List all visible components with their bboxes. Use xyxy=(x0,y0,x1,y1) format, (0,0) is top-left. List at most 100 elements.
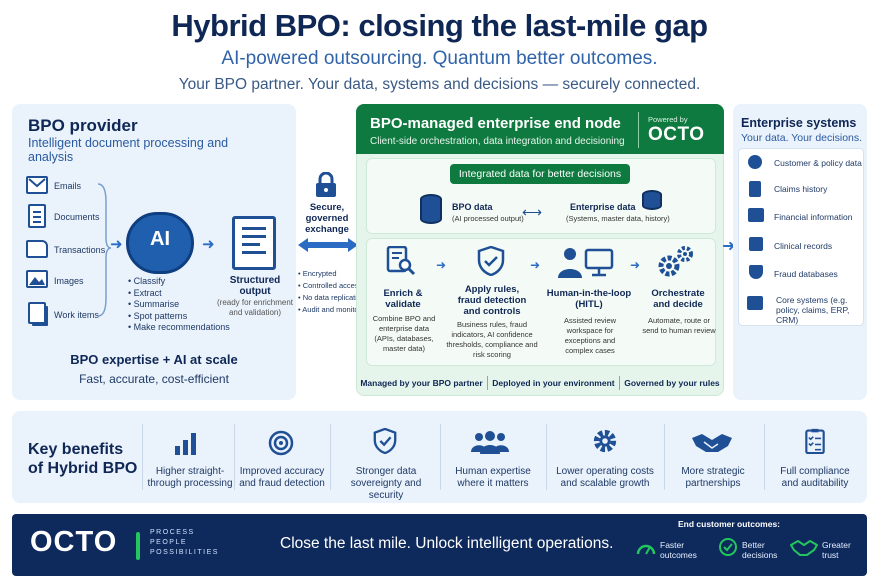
source-label-work-items: Work items xyxy=(54,310,99,320)
step-title-1: Enrich & validate xyxy=(383,288,423,310)
source-label-emails: Emails xyxy=(54,181,82,191)
bpo-provider-title: BPO provider xyxy=(28,116,138,135)
exchange-title: Secure, governed exchange xyxy=(305,202,349,235)
structured-output-doc-icon xyxy=(232,216,276,270)
document-icon xyxy=(28,204,46,228)
footer-managed: Managed by your BPO partner xyxy=(360,378,483,388)
stack-icon xyxy=(28,302,46,324)
outcome-item: Better decisions xyxy=(742,540,778,560)
step-title-2: Apply rules, fraud detection and control… xyxy=(457,284,527,317)
benefit-separator xyxy=(142,424,143,490)
ai-step: • Spot patterns xyxy=(128,310,188,321)
footer-deployed: Deployed in your environment xyxy=(492,378,615,388)
folder-icon xyxy=(26,240,48,258)
medical-plus-icon xyxy=(749,237,763,251)
benefit-separator xyxy=(234,424,235,490)
ai-step: • Classify xyxy=(128,276,166,286)
footer-bar xyxy=(12,514,867,576)
source-emails xyxy=(26,176,48,194)
tagline-line: PROCESS xyxy=(150,529,195,536)
tagline-line: POSSIBILITIES xyxy=(150,549,219,556)
benefit-text: Full compliance and auditability xyxy=(780,466,850,489)
ai-step: • Summarise xyxy=(128,299,180,309)
handshake-icon xyxy=(790,540,818,556)
bpo-data-title: BPO data xyxy=(452,202,493,212)
ai-steps-list: • Classify • Extract • Summarise • Spot … xyxy=(128,276,230,334)
page-tagline: Your BPO partner. Your data, systems and… xyxy=(178,76,701,93)
source-documents xyxy=(28,204,46,228)
footer-slogan: Close the last mile. Unlock intelligent … xyxy=(280,535,614,552)
footer-separator xyxy=(618,376,620,390)
arrow-to-ai-icon: ➜ xyxy=(110,236,123,253)
lock-icon xyxy=(316,172,336,197)
powered-by-label: Powered by xyxy=(648,115,688,124)
ai-step: • Extract xyxy=(128,287,162,298)
image-icon xyxy=(26,270,48,288)
structured-output-title: Structured output xyxy=(229,275,281,297)
enterprise-item: Clinical records xyxy=(774,241,833,251)
page-subtitle: AI-powered outsourcing. Quantum better o… xyxy=(221,48,658,69)
benefit-separator xyxy=(330,424,331,490)
outcome-item: Faster outcomes xyxy=(660,540,697,560)
source-transactions xyxy=(26,240,48,258)
bpo-provider-desc: Intelligent document processing and anal… xyxy=(28,136,229,164)
ai-step: • Make recommendations xyxy=(128,322,230,332)
exchange-item: • Audit and monitoring xyxy=(298,305,372,314)
person-monitor-icon xyxy=(558,248,614,278)
octo-logo: OCTO xyxy=(30,526,118,558)
ai-brain-icon xyxy=(126,212,194,274)
benefit-text: Stronger data sovereignty and security xyxy=(350,466,422,501)
step-title-3: Human-in-the-loop (HITL) xyxy=(546,288,632,310)
structured-output-desc: (ready for enrichment and validation) xyxy=(216,298,294,317)
checklist-icon xyxy=(805,428,825,454)
octo-accent-bar xyxy=(136,532,140,560)
step-desc-2: Business rules, fraud indicators, AI con… xyxy=(446,320,538,359)
shield-icon xyxy=(373,428,397,454)
benefit-separator xyxy=(664,424,665,490)
exchange-item: • No data replication xyxy=(298,293,366,302)
handshake-icon xyxy=(692,434,732,452)
fraud-shield-icon xyxy=(749,265,763,279)
flow-arrow-icon: ➜ xyxy=(530,258,541,272)
source-label-transactions: Transactions xyxy=(54,245,106,255)
enterprise-title: Enterprise systems xyxy=(741,116,857,130)
enterprise-item: Core systems (e.g. policy, claims, ERP, … xyxy=(776,295,850,325)
enterprise-item: Fraud databases xyxy=(774,269,838,279)
benefits-title: Key benefits of Hybrid BPO xyxy=(28,441,138,477)
benefit-text: Higher straight-through processing xyxy=(147,466,233,489)
octo-tagline: PROCESS PEOPLE POSSIBILITIES xyxy=(150,528,219,558)
benefits-panel xyxy=(12,411,867,503)
bpo-qualities: Fast, accurate, cost-efficient xyxy=(79,372,229,386)
database-icon xyxy=(642,190,662,210)
data-exchange-arrow-icon: ⟷ xyxy=(522,204,543,220)
envelope-icon xyxy=(26,176,48,194)
page-title: Hybrid BPO: closing the last-mile gap xyxy=(171,8,708,43)
end-node-footer: Managed by your BPO partner Deployed in … xyxy=(356,370,724,396)
enterprise-data-title: Enterprise data xyxy=(570,202,636,212)
benefit-text: Human expertise where it matters xyxy=(455,466,531,489)
arrow-to-enterprise-icon: ➜ xyxy=(722,238,736,255)
source-label-images: Images xyxy=(54,276,84,286)
step-title-4: Orchestrate and decide xyxy=(651,288,705,310)
check-circle-icon xyxy=(719,538,737,556)
flow-arrow-icon: ➜ xyxy=(436,258,447,272)
sources-bracket xyxy=(97,183,112,317)
claims-doc-icon xyxy=(749,181,761,197)
shield-check-icon xyxy=(477,246,505,276)
exchange-item: • Encrypted xyxy=(298,269,337,278)
exchange-item: • Controlled access xyxy=(298,281,363,290)
outcome-item: Greater trust xyxy=(822,540,851,560)
end-node-header xyxy=(356,104,724,154)
source-work-items xyxy=(28,302,46,324)
people-icon xyxy=(471,431,509,454)
network-icon xyxy=(747,296,763,310)
benefit-separator xyxy=(764,424,765,490)
enterprise-item: Financial information xyxy=(774,212,853,222)
gear-icon xyxy=(593,429,617,453)
enterprise-desc: Your data. Your decisions. xyxy=(741,132,863,144)
speedometer-icon xyxy=(636,544,656,555)
benefit-text: Lower operating costs and scalable growt… xyxy=(556,466,654,489)
benefit-separator xyxy=(440,424,441,490)
source-images xyxy=(26,270,48,288)
user-icon xyxy=(748,155,762,169)
